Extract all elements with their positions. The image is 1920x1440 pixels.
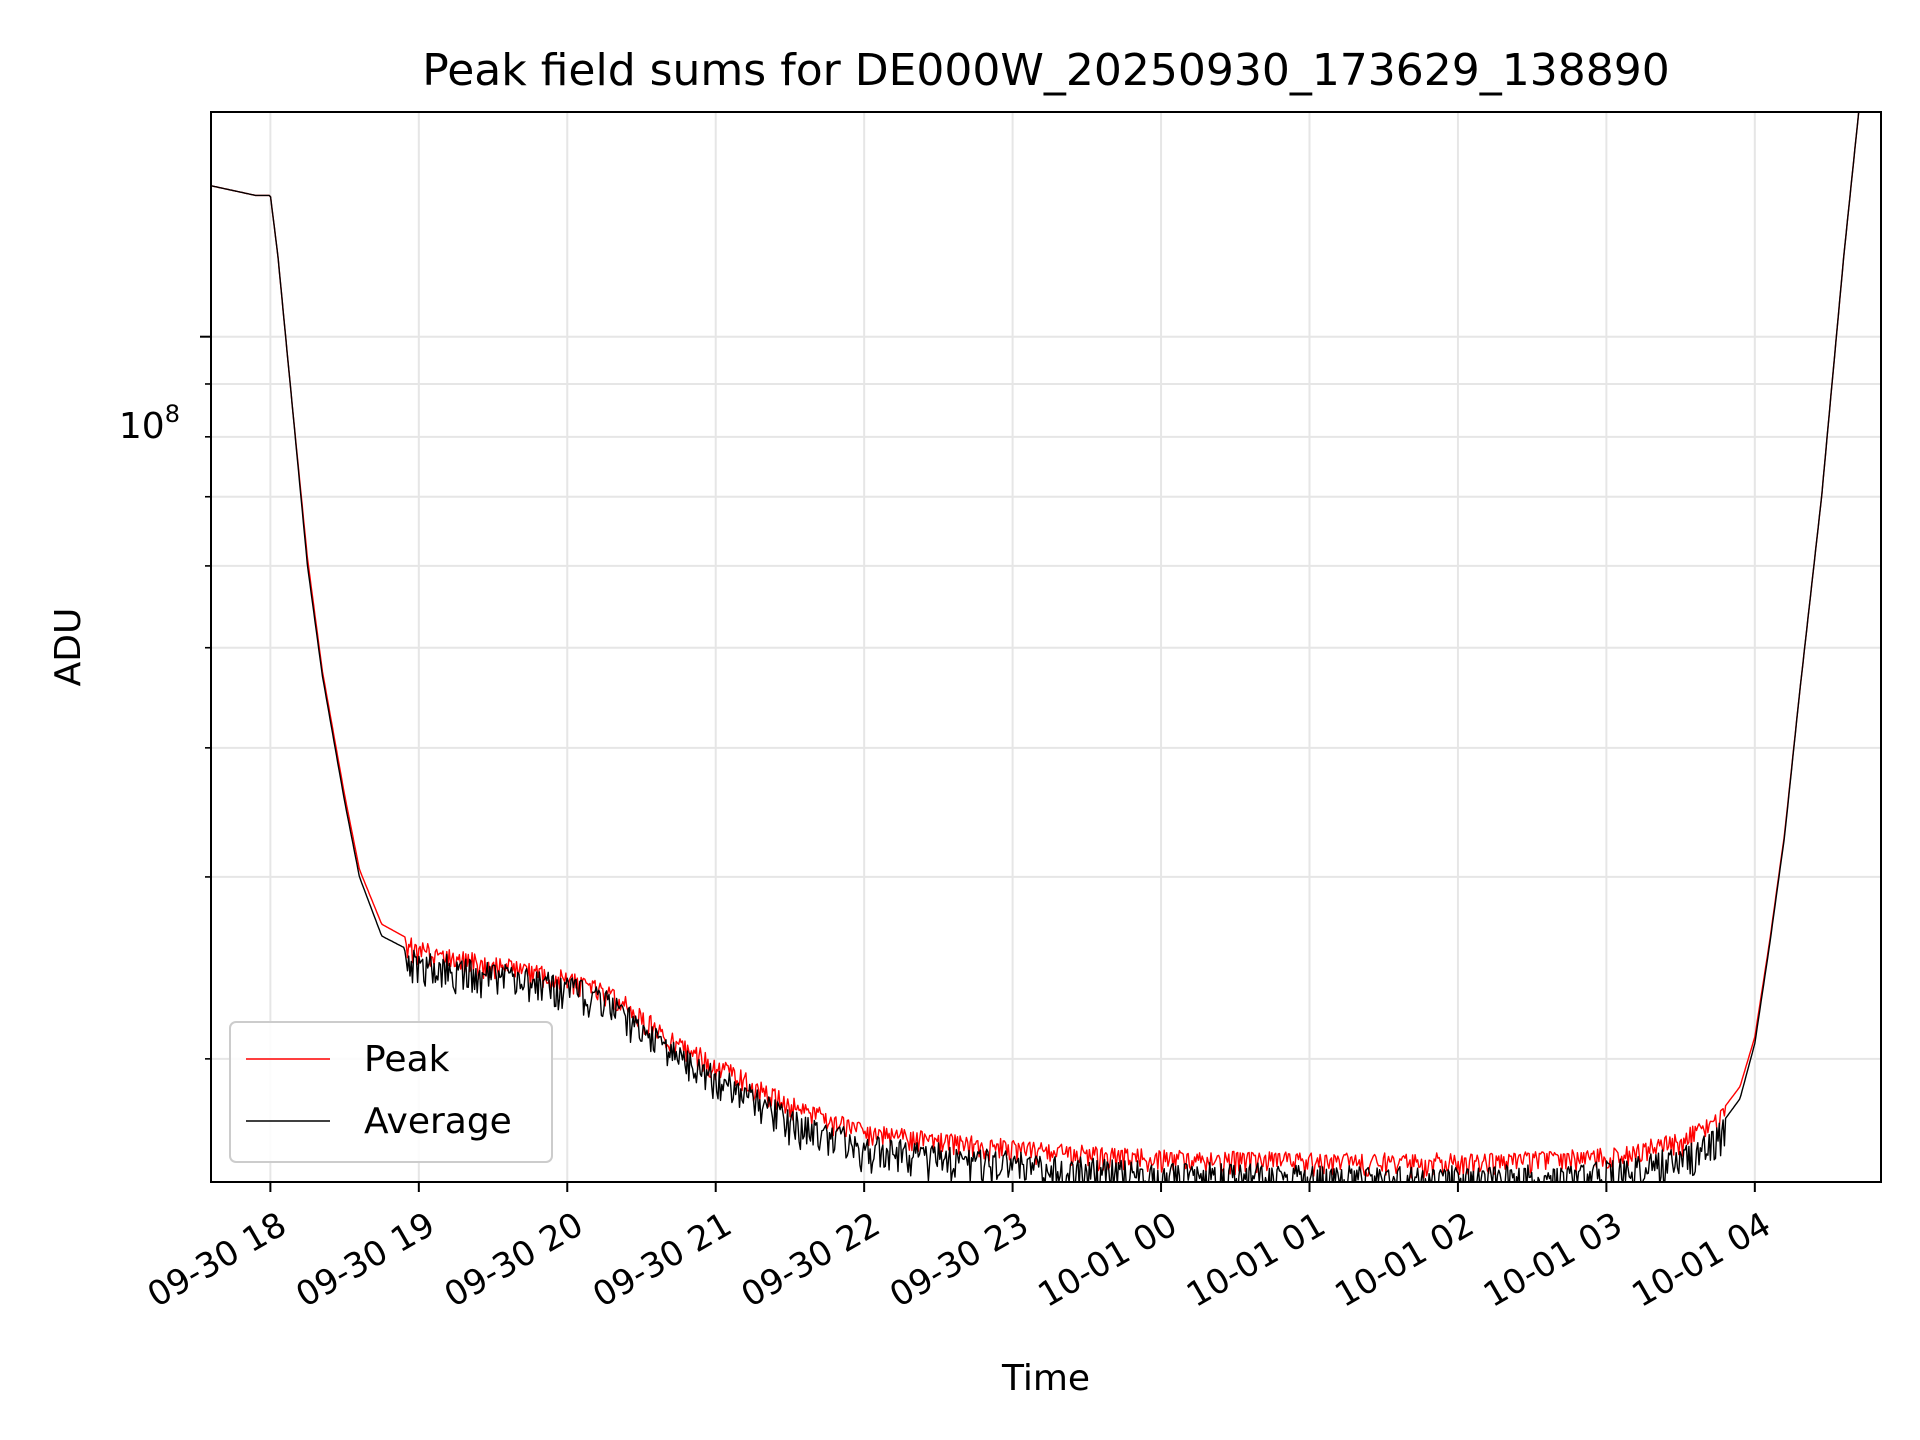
legend-box: [229, 1021, 553, 1163]
x-axis-label: Time: [1001, 1358, 1090, 1399]
chart-title: Peak field sums for DE000W_20250930_1736…: [422, 45, 1670, 96]
y-tick-label-1e8: 108: [119, 400, 180, 447]
series-line-average: [211, 112, 1860, 1182]
legend-peak-label: Peak: [364, 1039, 450, 1080]
series-line-peak: [211, 112, 1860, 1179]
series-layer: [211, 112, 1860, 1182]
legend: Peak Average: [229, 1021, 553, 1163]
legend-average-label: Average: [364, 1101, 512, 1142]
y-axis-label: ADU: [48, 608, 89, 687]
